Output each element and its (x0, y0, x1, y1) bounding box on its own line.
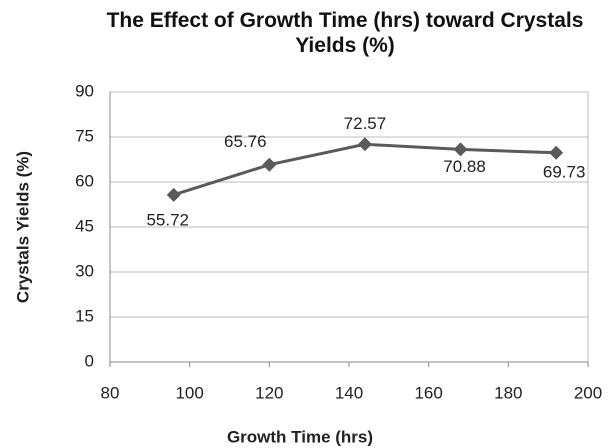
y-tick-label: 90 (75, 81, 94, 100)
marker (262, 157, 277, 172)
data-label: 72.57 (344, 114, 387, 133)
data-label: 65.76 (224, 132, 267, 151)
x-tick-label: 80 (101, 383, 120, 402)
marker (166, 187, 181, 202)
data-label: 69.73 (543, 162, 586, 181)
data-label: 55.72 (146, 210, 189, 229)
series-line (173, 142, 557, 197)
y-tick-label: 75 (75, 126, 94, 145)
x-tick-label: 160 (414, 383, 442, 402)
y-tick-label: 30 (75, 261, 94, 280)
x-tick-label: 180 (494, 383, 522, 402)
x-tick-label: 100 (175, 383, 203, 402)
x-tick-label: 140 (335, 383, 363, 402)
y-tick-label: 0 (85, 351, 94, 370)
y-axis-label: Crystals Yields (%) (13, 151, 32, 303)
marker (453, 142, 468, 157)
marker (549, 145, 564, 160)
x-tick-label: 200 (574, 383, 602, 402)
y-tick-label: 45 (75, 216, 94, 235)
marker (357, 137, 372, 152)
chart-title: The Effect of Growth Time (hrs) toward C… (106, 9, 584, 57)
y-tick-label: 15 (75, 306, 94, 325)
x-tick-label: 120 (255, 383, 283, 402)
y-tick-label: 60 (75, 171, 94, 190)
data-label: 70.88 (443, 157, 486, 176)
x-axis-label: Growth Time (hrs) (227, 427, 373, 446)
